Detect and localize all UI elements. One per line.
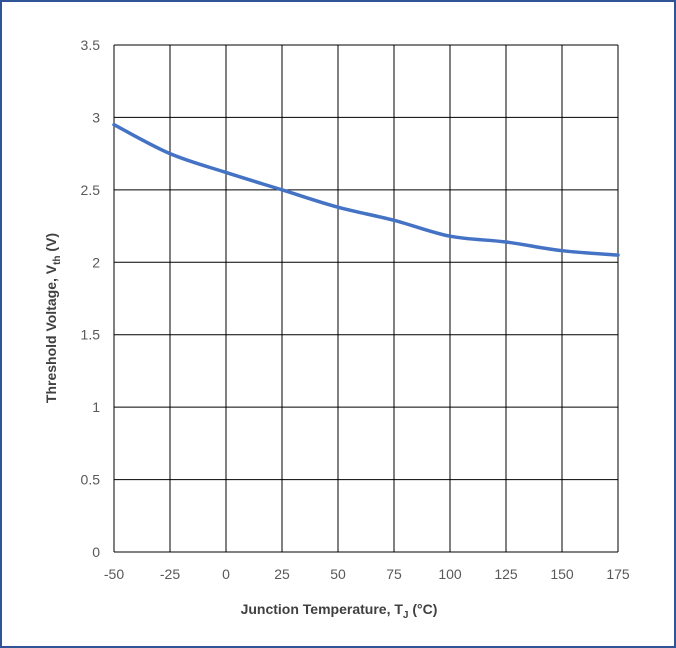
y-tick-label: 0 [92, 544, 100, 560]
x-tick-label: 0 [222, 566, 230, 582]
x-tick-label: 125 [494, 566, 518, 582]
x-tick-label: 100 [438, 566, 462, 582]
y-axis-title-suffix: (V) [43, 233, 59, 256]
y-tick-label: 2.5 [81, 182, 101, 198]
y-tick-label: 0.5 [81, 472, 101, 488]
x-tick-label: 25 [274, 566, 290, 582]
y-axis-title-main: Threshold Voltage, V [43, 264, 59, 403]
series-line-0 [112, 122, 620, 257]
x-tick-labels: -50 -25 0 25 50 75 100 125 150 175 [104, 566, 630, 582]
x-tick-label: 50 [330, 566, 346, 582]
x-tick-label: 75 [386, 566, 402, 582]
y-tick-label: 2 [92, 254, 100, 270]
x-tick-label: 175 [606, 566, 630, 582]
y-tick-labels: 0 0.5 1 1.5 2 2.5 3 3.5 [81, 37, 101, 560]
x-axis-title-subscript: J [403, 610, 409, 621]
y-tick-label: 3.5 [81, 37, 101, 53]
y-tick-label: 1 [92, 399, 100, 415]
y-axis-title-subscript: th [52, 255, 63, 264]
x-tick-label: -25 [160, 566, 180, 582]
x-tick-label: -50 [104, 566, 124, 582]
series-group [112, 122, 620, 257]
x-axis-title: Junction Temperature, TJ (°C) [241, 601, 438, 621]
x-tick-label: 150 [550, 566, 574, 582]
grid [113, 44, 619, 553]
y-tick-label: 1.5 [81, 327, 101, 343]
y-axis-title: Threshold Voltage, Vth (V) [43, 233, 63, 403]
x-axis-title-suffix: (°C) [408, 601, 437, 617]
y-tick-label: 3 [92, 109, 100, 125]
x-axis-title-main: Junction Temperature, T [241, 601, 404, 617]
